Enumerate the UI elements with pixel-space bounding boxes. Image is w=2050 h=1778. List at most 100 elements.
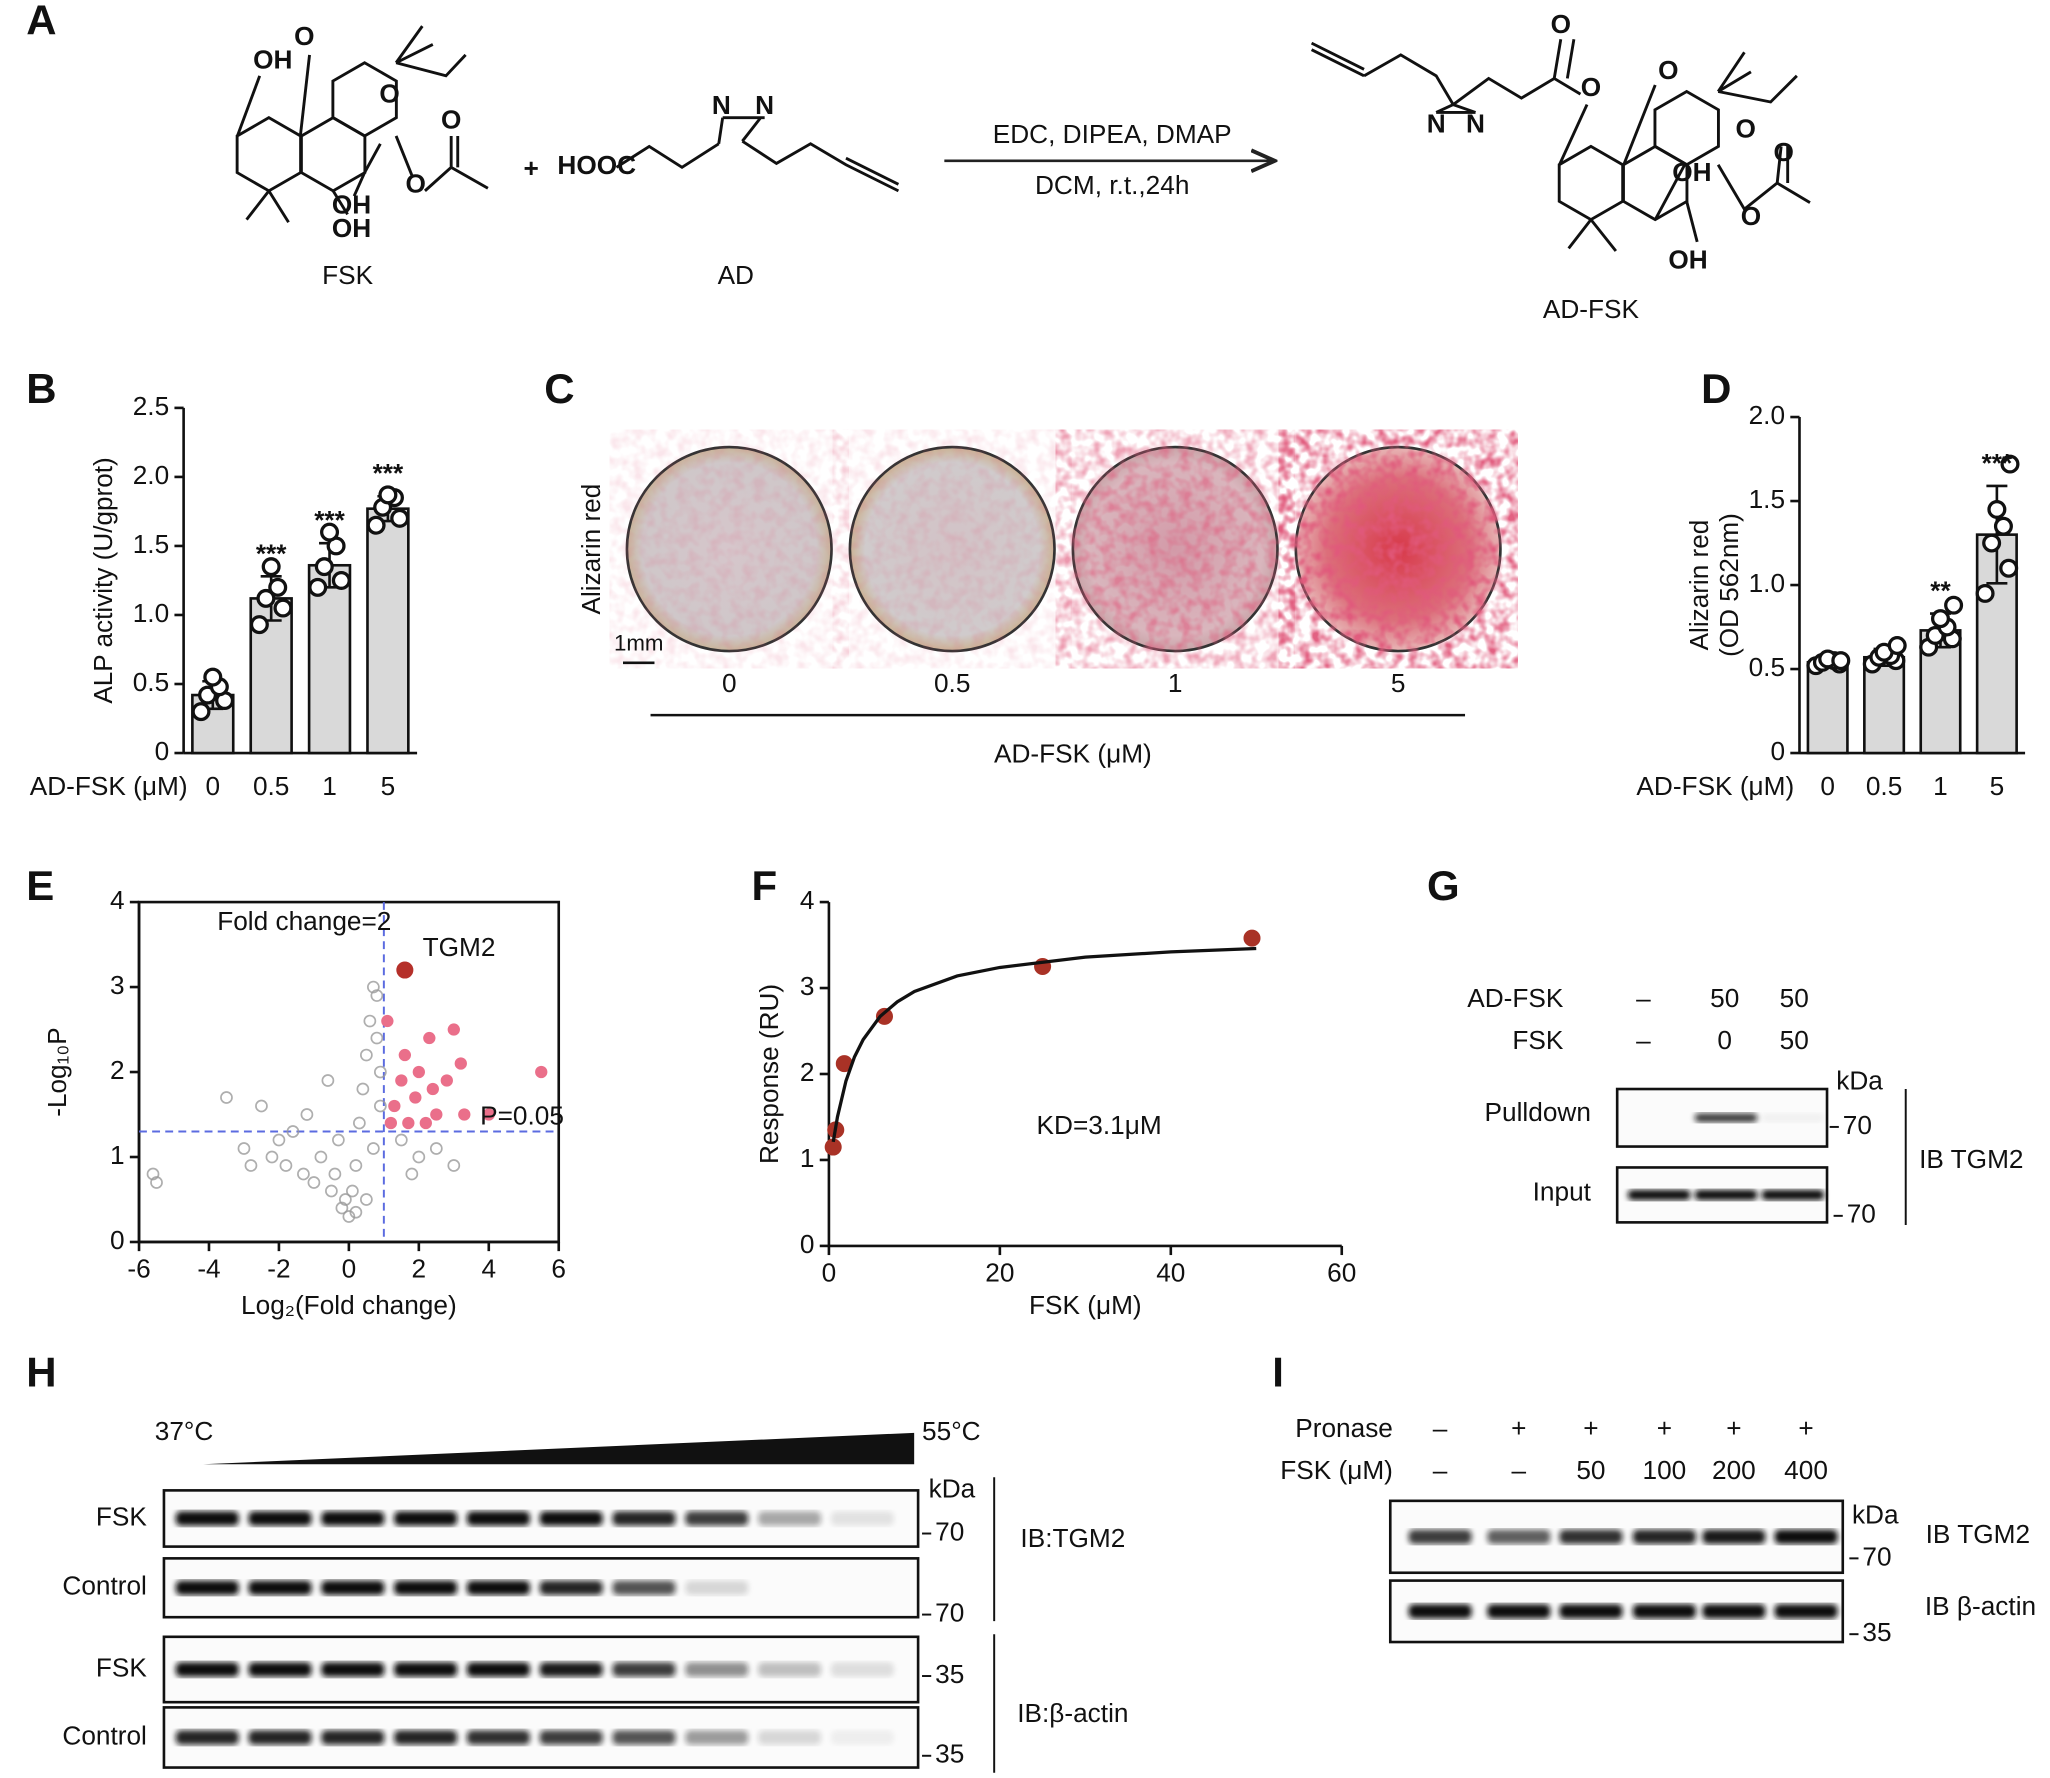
ring	[1557, 144, 1625, 222]
data-point	[429, 1142, 443, 1155]
panel-label: I	[1272, 1348, 1284, 1395]
blot-band	[1487, 1604, 1551, 1619]
antibody-label: IB TGM2	[1919, 1144, 2023, 1174]
data-point	[307, 1176, 321, 1189]
blot-band	[1632, 1529, 1696, 1544]
annotation: P=0.05	[480, 1101, 564, 1131]
data-point	[447, 1023, 460, 1036]
y-tick-label: 0.5	[133, 667, 169, 697]
data-point	[398, 1048, 412, 1062]
data-point	[381, 1014, 394, 1028]
ring	[331, 61, 398, 138]
x-tick-label: -6	[127, 1254, 150, 1284]
x-tick-label: 40	[1156, 1258, 1185, 1288]
data-point	[373, 1065, 387, 1079]
blot-band	[685, 1511, 749, 1526]
blot-band	[1694, 1113, 1758, 1123]
blot-band	[1774, 1529, 1838, 1544]
x-tick-label: 4	[481, 1254, 496, 1284]
blot-band	[830, 1511, 894, 1526]
blot-band	[1702, 1529, 1766, 1544]
x-tick-label: 60	[1327, 1258, 1356, 1288]
atom-label: OH	[1668, 244, 1707, 274]
mw-marker: 70	[1847, 1199, 1876, 1229]
blot-band	[612, 1730, 676, 1745]
x-axis-label: AD-FSK (μM)	[994, 739, 1152, 769]
bond	[394, 135, 414, 176]
mw-marker: 35	[935, 1659, 964, 1689]
data-point	[272, 1133, 286, 1147]
data-point	[349, 1159, 363, 1172]
atom-label: O	[379, 78, 399, 108]
unit-label: kDa	[1852, 1499, 1899, 1529]
blot-band	[321, 1730, 385, 1745]
atom-label: O	[1774, 137, 1794, 167]
blot-band	[758, 1662, 822, 1677]
data-point	[409, 1091, 422, 1104]
bond	[1685, 200, 1699, 243]
data-point	[1243, 929, 1261, 947]
x-tick-label: 1	[322, 771, 337, 801]
condition-value: –	[1433, 1413, 1448, 1443]
stain-texture	[1298, 449, 1498, 649]
y-axis-label: -Log₁₀P	[42, 1027, 72, 1116]
atom-label: O	[406, 169, 426, 199]
data-point	[150, 1176, 163, 1189]
atom-label: N	[1466, 108, 1485, 138]
y-tick-label: 0	[1770, 736, 1785, 766]
gradient-wedge	[203, 1432, 915, 1465]
condition-value: –	[1512, 1455, 1527, 1485]
data-point	[447, 1159, 461, 1172]
bond	[1622, 84, 1657, 166]
blot-label: Input	[1533, 1177, 1592, 1207]
blot-band	[1408, 1529, 1472, 1544]
panel-label: D	[1701, 365, 1731, 412]
x-tick-label: 0.5	[934, 668, 970, 698]
data-point	[1930, 609, 1950, 629]
condition-value: –	[1636, 983, 1651, 1013]
blot-band	[466, 1580, 530, 1595]
x-tick-label: 5	[1391, 668, 1406, 698]
data-point	[378, 485, 398, 505]
atom-label: O	[294, 21, 314, 51]
blot-band	[685, 1662, 749, 1677]
data-point	[367, 1142, 380, 1155]
panel-label: E	[26, 862, 54, 909]
condition-value: 400	[1784, 1455, 1828, 1485]
blot-band	[758, 1730, 822, 1745]
y-axis-label: Alizarin red	[576, 484, 606, 615]
y-tick-label: 1.5	[1749, 484, 1785, 514]
bond	[245, 189, 290, 224]
antibody-label: IB TGM2	[1926, 1519, 2030, 1549]
significance-label: ***	[373, 458, 404, 488]
blot-band	[1559, 1604, 1623, 1619]
unit-label: kDa	[1836, 1065, 1883, 1095]
panel-label: B	[26, 365, 56, 412]
blot-band	[539, 1730, 603, 1745]
data-point	[1944, 595, 1964, 615]
data-point	[412, 1150, 426, 1164]
annotation: KD=3.1μM	[1037, 1110, 1162, 1140]
blot-label: FSK	[96, 1501, 148, 1531]
atom-label: O	[1736, 114, 1756, 144]
condition-value: 0	[1717, 1025, 1732, 1055]
blot-band	[175, 1511, 239, 1526]
data-point	[360, 1048, 373, 1062]
y-tick-label: 2.0	[133, 460, 169, 490]
x-tick-label: 0	[206, 771, 221, 801]
y-tick-label: 1.5	[133, 529, 169, 559]
x-tick-label: 0	[342, 1254, 357, 1284]
blot-band	[1761, 1189, 1825, 1201]
x-tick-label: 2	[412, 1254, 427, 1284]
y-tick-label: 3	[110, 970, 125, 1000]
data-point	[261, 557, 281, 577]
compound-name: FSK	[322, 260, 374, 290]
row-label: FSK (μM)	[1280, 1455, 1393, 1485]
plus-sign: +	[524, 153, 539, 183]
significance-label: **	[1930, 576, 1951, 606]
atom-label: HOOC	[557, 150, 636, 180]
blot-band	[248, 1730, 312, 1745]
antibody-label: IB:β-actin	[1017, 1698, 1128, 1728]
data-point	[255, 1099, 268, 1113]
x-tick-label: 0.5	[1866, 771, 1902, 801]
